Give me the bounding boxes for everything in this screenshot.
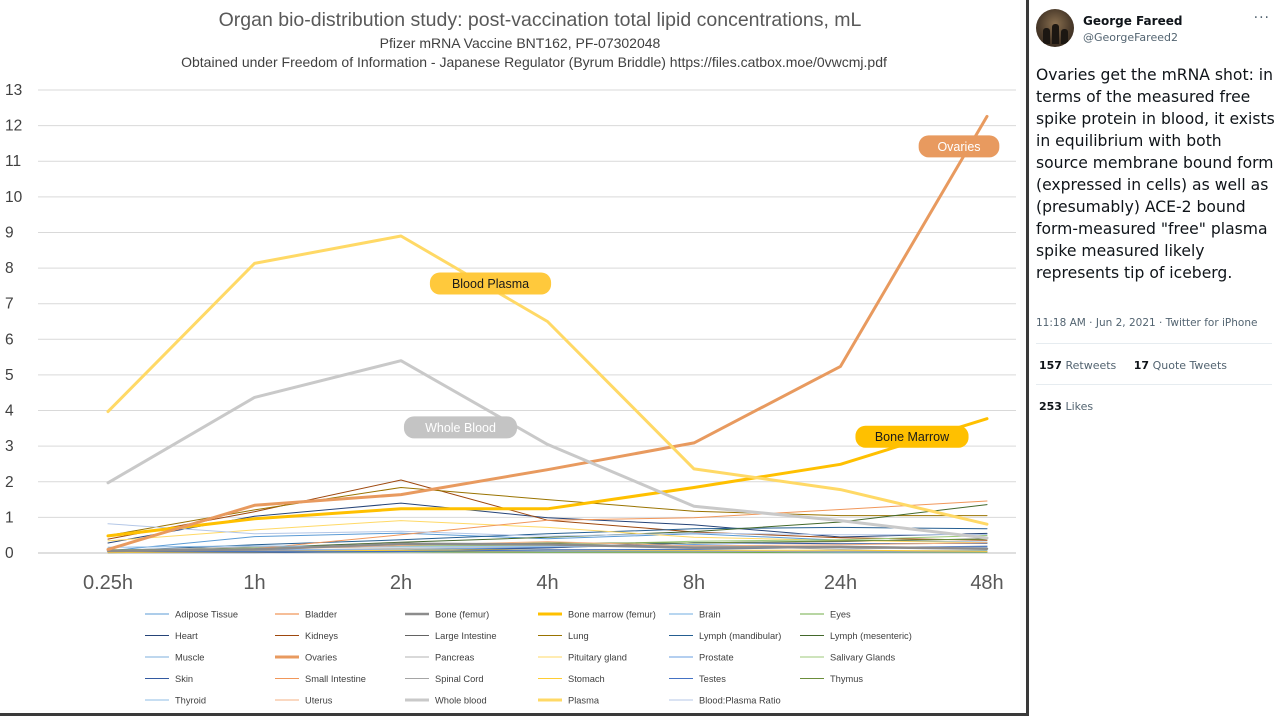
legend-label: Bladder (305, 610, 337, 620)
legend-label: Thymus (830, 674, 863, 684)
tweet-text: Ovaries get the mRNA shot: in terms of t… (1036, 66, 1275, 282)
annotation-label: Blood Plasma (452, 277, 529, 291)
series-line-blood-plasma-ratio (107, 523, 988, 537)
legend-label: Brain (699, 610, 721, 620)
x-tick-label: 8h (683, 572, 705, 594)
legend-label: Pituitary gland (568, 653, 627, 663)
retweets-count: 157 (1039, 359, 1062, 372)
author-name[interactable]: George Fareed (1083, 14, 1183, 28)
chart-panel: Organ bio-distribution study: post-vacci… (0, 0, 1029, 716)
likes-link[interactable]: 253 Likes (1039, 400, 1093, 413)
legend-label: Ovaries (305, 653, 337, 663)
x-tick-label: 2h (390, 572, 412, 594)
x-tick-label: 1h (243, 572, 265, 594)
divider (1036, 343, 1272, 344)
retweets-label: Retweets (1065, 359, 1117, 372)
tweet-stats: 157 Retweets 17 Quote Tweets (1039, 359, 1227, 372)
y-tick-label: 3 (5, 438, 14, 455)
legend-label: Spinal Cord (435, 674, 484, 684)
annotation-label: Whole Blood (425, 421, 496, 435)
legend-label: Small Intestine (305, 674, 366, 684)
legend-label: Stomach (568, 674, 605, 684)
series-line-heart (107, 502, 988, 544)
y-tick-label: 2 (5, 474, 14, 491)
quote-tweets-count: 17 (1133, 359, 1150, 372)
chart-source-line: Obtained under Freedom of Information - … (181, 54, 887, 70)
line-chart: Organ bio-distribution study: post-vacci… (5, 9, 1016, 706)
quote-tweets-label: Quote Tweets (1152, 359, 1227, 372)
y-tick-label: 12 (5, 118, 22, 135)
annotation-callout (918, 135, 1000, 158)
divider (1036, 384, 1272, 385)
legend-label: Blood:Plasma Ratio (699, 696, 781, 706)
chart-title: Organ bio-distribution study: post-vacci… (219, 9, 862, 31)
legend-label: Salivary Glands (830, 653, 895, 663)
series-line-plasma (106, 234, 989, 526)
legend-label: Large Intestine (435, 631, 497, 641)
quote-tweets-link[interactable]: 17 Quote Tweets (1134, 359, 1227, 372)
annotation-callout (429, 272, 552, 295)
y-tick-label: 6 (5, 331, 14, 348)
author-handle[interactable]: @GeorgeFareed2 (1083, 31, 1178, 44)
ellipsis-icon[interactable]: ··· (1253, 10, 1270, 26)
likes-label: Likes (1065, 400, 1094, 413)
series-line-bone-femur (106, 542, 989, 553)
annotation-label: Ovaries (937, 140, 980, 154)
legend-label: Skin (175, 674, 193, 684)
x-tick-label: 24h (824, 572, 857, 594)
series-line-whole-blood (106, 359, 989, 540)
series-line-bone-marrow-femur (106, 417, 989, 538)
y-tick-label: 5 (5, 367, 14, 384)
legend-label: Eyes (830, 610, 851, 620)
avatar[interactable] (1036, 9, 1074, 47)
annotation-callout (403, 416, 518, 439)
retweets-link[interactable]: 157 Retweets (1039, 359, 1116, 372)
legend-label: Testes (699, 674, 726, 684)
legend-label: Lymph (mesenteric) (830, 631, 912, 641)
annotation-callout (855, 425, 969, 448)
y-tick-label: 9 (5, 224, 14, 241)
legend-label: Whole blood (435, 696, 487, 706)
legend-label: Thyroid (175, 696, 206, 706)
legend-label: Bone (femur) (435, 610, 489, 620)
likes-count: 253 (1039, 400, 1062, 413)
y-tick-label: 11 (5, 153, 21, 170)
legend-label: Heart (175, 631, 198, 641)
y-tick-label: 7 (5, 296, 14, 313)
legend-label: Pancreas (435, 653, 475, 663)
series-line-lung (107, 487, 988, 536)
annotation-label: Bone Marrow (875, 430, 950, 444)
tweet-timestamp[interactable]: 11:18 AM · Jun 2, 2021 · Twitter for iPh… (1036, 317, 1258, 329)
y-tick-label: 0 (5, 545, 14, 562)
legend-label: Bone marrow (femur) (568, 610, 656, 620)
y-tick-label: 1 (5, 509, 14, 526)
tweet-panel: George Fareed @GeorgeFareed2 ··· Ovaries… (1032, 0, 1280, 718)
legend-label: Plasma (568, 696, 600, 706)
legend-label: Prostate (699, 653, 734, 663)
legend-label: Adipose Tissue (175, 610, 238, 620)
legend-label: Muscle (175, 653, 204, 663)
legend-label: Lymph (mandibular) (699, 631, 781, 641)
y-tick-label: 8 (5, 260, 14, 277)
legend-label: Uterus (305, 696, 333, 706)
chart-subtitle: Pfizer mRNA Vaccine BNT162, PF-07302048 (380, 35, 661, 51)
series-line-skin (107, 542, 988, 554)
legend-label: Kidneys (305, 631, 338, 641)
series-line-ovaries (106, 114, 989, 551)
y-tick-label: 4 (5, 403, 14, 420)
x-tick-label: 48h (970, 572, 1003, 594)
x-tick-label: 0.25h (83, 572, 133, 594)
series-line-lymph-mandibular (107, 526, 988, 552)
x-tick-label: 4h (536, 572, 558, 594)
legend-label: Lung (568, 631, 589, 641)
y-tick-label: 10 (5, 189, 23, 206)
y-tick-label: 13 (5, 82, 22, 99)
